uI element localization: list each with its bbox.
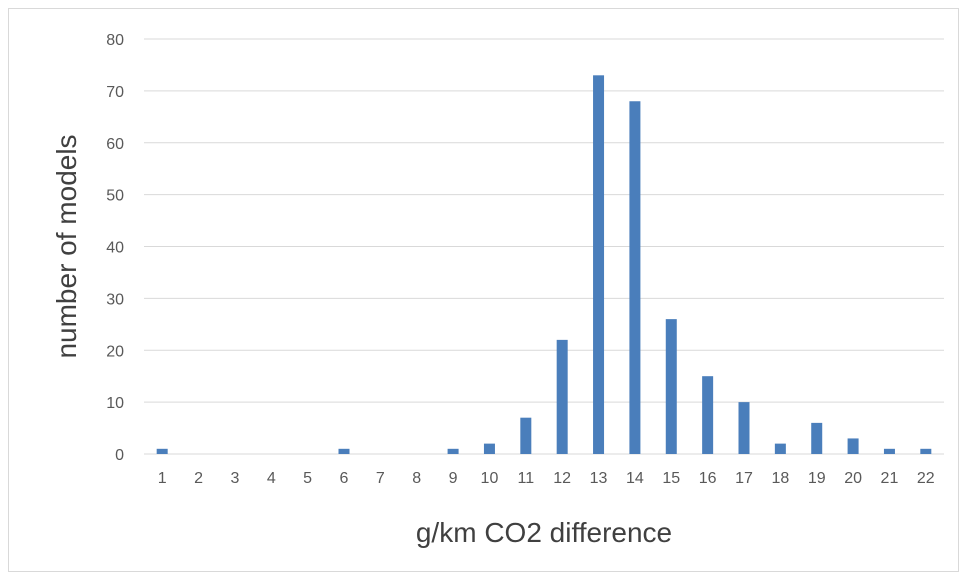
y-axis-title: number of models [51,134,82,358]
x-tick-label: 18 [771,470,789,487]
x-axis-title: g/km CO2 difference [416,517,672,548]
y-tick-label: 40 [106,240,124,257]
bar-9 [447,448,459,454]
bar-21 [883,448,895,454]
bar-6 [338,448,350,454]
x-tick-label: 1 [158,470,167,487]
x-tick-label: 11 [518,470,535,487]
x-tick-label: 9 [449,470,458,487]
y-tick-label: 20 [106,343,124,360]
y-tick-label: 50 [106,188,124,205]
y-tick-label: 80 [106,32,124,49]
bar-20 [847,438,859,454]
x-tick-label: 12 [553,470,571,487]
x-tick-label: 19 [808,470,826,487]
x-tick-label: 17 [735,470,753,487]
x-tick-label: 6 [340,470,349,487]
gridlines [144,38,944,455]
bar-19 [811,422,823,454]
y-tick-label: 10 [106,395,124,412]
x-tick-label: 2 [194,470,203,487]
y-tick-label: 0 [115,447,124,464]
x-axis-ticks: 1 2 3 4 5 6 7 8 9 10 11 12 13 14 15 16 17 18 19 20 21 22 [158,470,935,487]
y-tick-label: 30 [106,291,124,308]
bars [156,75,932,454]
x-tick-label: 22 [917,470,935,487]
x-tick-label: 21 [881,470,899,487]
bar-11 [520,417,532,454]
x-tick-label: 10 [481,470,499,487]
x-tick-label: 8 [412,470,421,487]
x-tick-label: 16 [699,470,717,487]
bar-14 [629,101,641,454]
bar-10 [483,443,495,454]
x-tick-label: 4 [267,470,276,487]
x-tick-label: 15 [662,470,680,487]
y-axis-ticks: 0 10 20 30 40 50 60 70 80 [106,32,124,464]
bar-17 [738,402,750,454]
bar-18 [774,443,786,454]
x-tick-label: 14 [626,470,644,487]
y-tick-label: 60 [106,136,124,153]
x-tick-label: 7 [376,470,385,487]
bar-13 [593,75,605,454]
x-tick-label: 20 [844,470,862,487]
x-tick-label: 13 [590,470,608,487]
x-tick-label: 5 [303,470,312,487]
y-tick-label: 70 [106,84,124,101]
bar-15 [665,319,677,454]
bar-22 [920,448,932,454]
chart-frame [8,8,959,572]
bar-12 [556,339,568,454]
bar-1 [156,448,168,454]
x-tick-label: 3 [230,470,239,487]
bar-16 [702,376,714,454]
